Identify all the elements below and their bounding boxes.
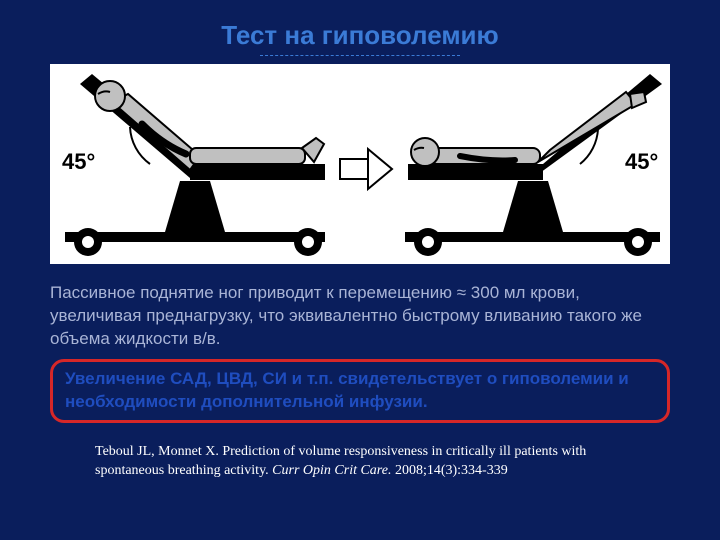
right-bed-group: 45° [405,74,662,256]
citation-yearvol: 2008;14(3):334-339 [395,463,508,478]
citation-journal: Curr Opin Crit Care. [272,463,391,478]
transition-arrow [340,149,392,189]
angle-label-right: 45° [625,149,658,174]
figure-panel: 45° [50,64,670,264]
slide-title: Тест на гиповолемию [0,0,720,51]
plr-diagram: 45° [50,64,670,264]
title-underline [260,55,460,56]
explanation-paragraph: Пассивное поднятие ног приводит к переме… [50,282,670,351]
angle-label-left: 45° [62,149,95,174]
left-bed-group: 45° [62,74,325,256]
citation-block: Teboul JL, Monnet X. Prediction of volum… [95,443,635,481]
highlight-conclusion: Увеличение САД, ЦВД, СИ и т.п. свидетель… [50,359,670,423]
slide-container: Тест на гиповолемию [0,0,720,540]
citation-authors: Teboul JL, Monnet X. [95,444,219,459]
